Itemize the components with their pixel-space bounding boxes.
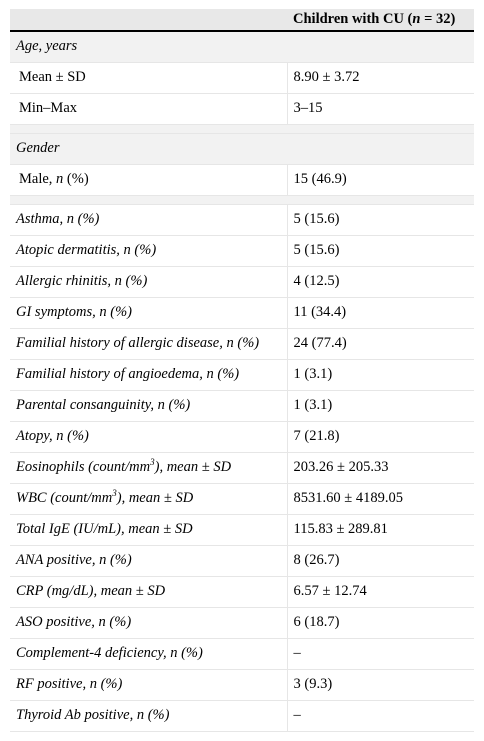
male-label-prefix: Male, bbox=[19, 171, 57, 187]
table-row: RF positive, n (%) 3 (9.3) bbox=[10, 669, 474, 701]
header-group-n: n bbox=[412, 11, 421, 27]
label-sup: 3 bbox=[112, 488, 117, 499]
label-post: ), mean ± SD bbox=[154, 459, 232, 475]
row-value-male: 15 (46.9) bbox=[286, 164, 474, 196]
row-value: 7 (21.8) bbox=[286, 421, 474, 453]
header-group-suffix: = 32) bbox=[420, 11, 456, 27]
row-label: RF positive, n (%) bbox=[10, 669, 287, 701]
header-empty-cell bbox=[10, 9, 287, 32]
row-label-male: Male, n (%) bbox=[10, 164, 287, 196]
row-label: Atopic dermatitis, n (%) bbox=[10, 235, 287, 267]
section-label-age: Age, years bbox=[10, 31, 474, 63]
label-pre: WBC (count/mm bbox=[16, 490, 113, 506]
table-row: Parental consanguinity, n (%) 1 (3.1) bbox=[10, 390, 474, 422]
row-value: – bbox=[286, 638, 474, 670]
table-row: CRP (mg/dL), mean ± SD 6.57 ± 12.74 bbox=[10, 576, 474, 608]
table-row: ASO positive, n (%) 6 (18.7) bbox=[10, 607, 474, 639]
table-row: Mean ± SD 8.90 ± 3.72 bbox=[10, 62, 474, 94]
male-label-suffix: (%) bbox=[63, 171, 89, 187]
header-group-cell: Children with CU (n = 32) bbox=[287, 9, 474, 32]
table-row: Min–Max 3–15 bbox=[10, 93, 474, 125]
row-label-eosinophils: Eosinophils (count/mm3), mean ± SD bbox=[10, 452, 287, 484]
row-label: Complement-4 deficiency, n (%) bbox=[10, 638, 287, 670]
table-row: Allergic rhinitis, n (%) 4 (12.5) bbox=[10, 266, 474, 298]
table-row: Eosinophils (count/mm3), mean ± SD 203.2… bbox=[10, 452, 474, 484]
row-value: 8531.60 ± 4189.05 bbox=[286, 483, 474, 515]
table-row: Complement-4 deficiency, n (%) – bbox=[10, 638, 474, 670]
table-row: Familial history of angioedema, n (%) 1 … bbox=[10, 359, 474, 391]
row-label: Total IgE (IU/mL), mean ± SD bbox=[10, 514, 287, 546]
row-label: Atopy, n (%) bbox=[10, 421, 287, 453]
row-label-wbc: WBC (count/mm3), mean ± SD bbox=[10, 483, 287, 515]
header-group-prefix: Children with CU ( bbox=[293, 11, 413, 27]
table-header-row: Children with CU (n = 32) bbox=[10, 9, 474, 32]
row-label: GI symptoms, n (%) bbox=[10, 297, 287, 329]
row-label-range: Min–Max bbox=[10, 93, 287, 125]
row-value: 5 (15.6) bbox=[286, 235, 474, 267]
table-row: Total IgE (IU/mL), mean ± SD 115.83 ± 28… bbox=[10, 514, 474, 546]
row-value: – bbox=[286, 700, 474, 732]
row-label: Thyroid Ab positive, n (%) bbox=[10, 700, 287, 732]
row-value: 5 (15.6) bbox=[286, 204, 474, 236]
table-row: Male, n (%) 15 (46.9) bbox=[10, 164, 474, 196]
row-label: CRP (mg/dL), mean ± SD bbox=[10, 576, 287, 608]
label-post: ), mean ± SD bbox=[116, 490, 194, 506]
row-value-mean: 8.90 ± 3.72 bbox=[286, 62, 474, 94]
male-label-n: n bbox=[56, 171, 64, 187]
section-row-gender: Gender bbox=[10, 133, 474, 165]
row-value: 4 (12.5) bbox=[286, 266, 474, 298]
section-label-gender: Gender bbox=[10, 133, 474, 165]
row-label: ASO positive, n (%) bbox=[10, 607, 287, 639]
row-value: 6 (18.7) bbox=[286, 607, 474, 639]
label-sup: 3 bbox=[150, 457, 155, 468]
spacer-row bbox=[10, 124, 474, 134]
characteristics-table: Children with CU (n = 32) Age, years Mea… bbox=[10, 9, 474, 732]
row-label-mean: Mean ± SD bbox=[10, 62, 287, 94]
row-value: 24 (77.4) bbox=[286, 328, 474, 360]
row-value: 1 (3.1) bbox=[286, 359, 474, 391]
row-label: Asthma, n (%) bbox=[10, 204, 287, 236]
table-row: GI symptoms, n (%) 11 (34.4) bbox=[10, 297, 474, 329]
row-value: 11 (34.4) bbox=[286, 297, 474, 329]
spacer-cell bbox=[10, 124, 474, 134]
table-row: WBC (count/mm3), mean ± SD 8531.60 ± 418… bbox=[10, 483, 474, 515]
table-row: ANA positive, n (%) 8 (26.7) bbox=[10, 545, 474, 577]
row-label: Allergic rhinitis, n (%) bbox=[10, 266, 287, 298]
row-value: 8 (26.7) bbox=[286, 545, 474, 577]
spacer-row bbox=[10, 195, 474, 205]
spacer-cell bbox=[10, 195, 474, 205]
row-label: Familial history of angioedema, n (%) bbox=[10, 359, 287, 391]
label-pre: Eosinophils (count/mm bbox=[16, 459, 151, 475]
row-label: Parental consanguinity, n (%) bbox=[10, 390, 287, 422]
table-row: Familial history of allergic disease, n … bbox=[10, 328, 474, 360]
row-label: ANA positive, n (%) bbox=[10, 545, 287, 577]
row-value: 6.57 ± 12.74 bbox=[286, 576, 474, 608]
row-value: 203.26 ± 205.33 bbox=[286, 452, 474, 484]
row-value: 115.83 ± 289.81 bbox=[286, 514, 474, 546]
table-row: Asthma, n (%) 5 (15.6) bbox=[10, 204, 474, 236]
table-row: Atopic dermatitis, n (%) 5 (15.6) bbox=[10, 235, 474, 267]
row-value: 3 (9.3) bbox=[286, 669, 474, 701]
row-value: 1 (3.1) bbox=[286, 390, 474, 422]
table-row: Thyroid Ab positive, n (%) – bbox=[10, 700, 474, 732]
table-row: Atopy, n (%) 7 (21.8) bbox=[10, 421, 474, 453]
row-value-range: 3–15 bbox=[286, 93, 474, 125]
row-label: Familial history of allergic disease, n … bbox=[10, 328, 287, 360]
section-row-age: Age, years bbox=[10, 31, 474, 63]
